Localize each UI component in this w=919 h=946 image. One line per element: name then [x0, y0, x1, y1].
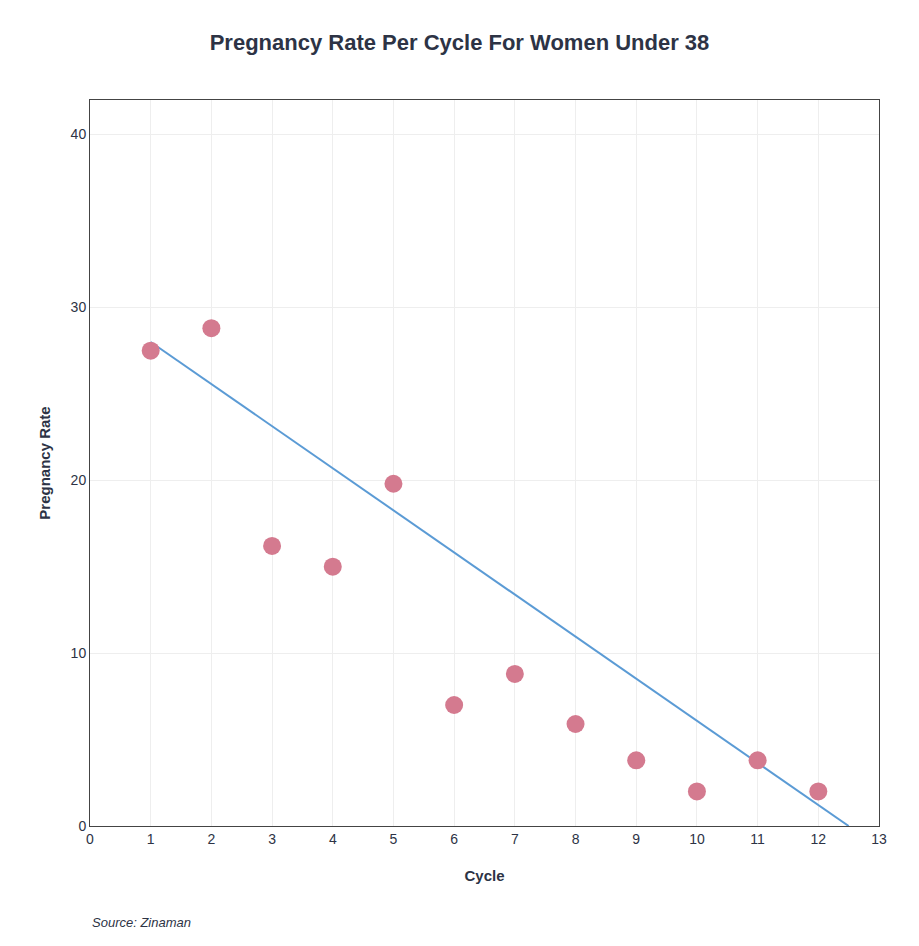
svg-text:30: 30 [71, 299, 87, 315]
svg-text:7: 7 [511, 831, 519, 847]
svg-text:0: 0 [86, 831, 94, 847]
svg-text:5: 5 [390, 831, 398, 847]
svg-text:4: 4 [329, 831, 337, 847]
svg-text:10: 10 [71, 645, 87, 661]
svg-text:1: 1 [147, 831, 155, 847]
svg-text:11: 11 [750, 831, 765, 847]
svg-text:Pregnancy Rate: Pregnancy Rate [36, 406, 53, 519]
svg-text:3: 3 [268, 831, 276, 847]
svg-text:Pregnancy Rate Per Cycle For W: Pregnancy Rate Per Cycle For Women Under… [210, 30, 710, 55]
svg-text:40: 40 [71, 126, 87, 142]
svg-text:2: 2 [207, 831, 215, 847]
svg-text:12: 12 [811, 831, 827, 847]
svg-text:13: 13 [871, 831, 887, 847]
svg-text:6: 6 [450, 831, 458, 847]
svg-text:20: 20 [71, 472, 87, 488]
svg-text:Cycle: Cycle [464, 867, 504, 884]
svg-text:0: 0 [78, 818, 86, 834]
svg-text:10: 10 [689, 831, 705, 847]
svg-text:Source: Zinaman: Source: Zinaman [92, 915, 191, 930]
svg-text:8: 8 [572, 831, 580, 847]
svg-text:9: 9 [632, 831, 640, 847]
